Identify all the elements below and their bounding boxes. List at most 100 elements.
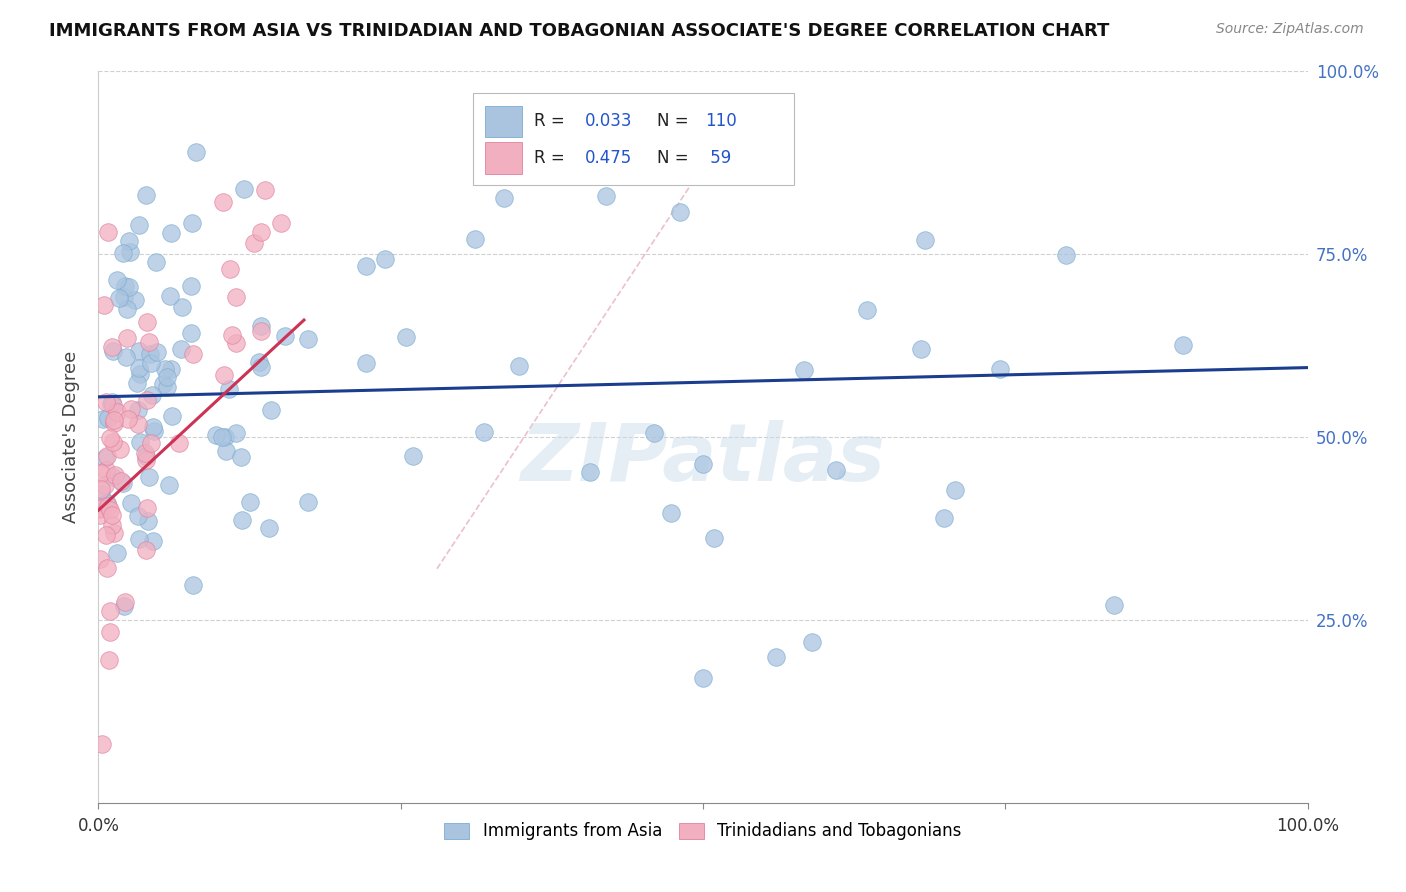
Point	[101, 517, 124, 532]
Point	[181, 216, 204, 230]
Point	[231, 513, 253, 527]
Point	[100, 397, 122, 411]
Point	[172, 300, 194, 314]
Point	[212, 195, 235, 210]
Point	[160, 226, 183, 240]
Point	[142, 534, 165, 549]
Point	[243, 235, 266, 250]
Point	[98, 653, 121, 667]
Point	[260, 403, 283, 417]
Point	[97, 225, 120, 239]
Point	[395, 329, 418, 343]
Point	[101, 398, 124, 412]
Point	[114, 595, 136, 609]
Point	[159, 362, 181, 376]
Point	[354, 259, 377, 273]
Point	[89, 508, 111, 522]
Point	[374, 252, 396, 266]
Point	[101, 435, 124, 450]
Point	[692, 672, 714, 686]
Point	[254, 183, 277, 197]
Point	[98, 432, 121, 446]
Point	[127, 402, 149, 417]
Text: 0.033: 0.033	[585, 112, 633, 130]
Point	[297, 495, 319, 509]
Point	[97, 499, 120, 513]
Point	[508, 359, 530, 373]
Point	[492, 191, 515, 205]
Point	[135, 187, 157, 202]
Point	[91, 412, 114, 426]
Point	[94, 463, 117, 477]
Point	[141, 355, 163, 369]
Point	[135, 450, 157, 464]
Point	[90, 482, 112, 496]
Point	[136, 393, 159, 408]
Point	[128, 361, 150, 376]
Point	[155, 362, 177, 376]
Point	[90, 466, 112, 480]
Text: 0.475: 0.475	[585, 149, 631, 167]
Point	[139, 347, 162, 361]
Point	[96, 496, 118, 510]
Point	[214, 430, 236, 444]
Point	[89, 552, 111, 566]
Point	[181, 347, 204, 361]
Point	[297, 333, 319, 347]
Text: Source: ZipAtlas.com: Source: ZipAtlas.com	[1216, 22, 1364, 37]
Point	[143, 424, 166, 438]
Point	[145, 255, 167, 269]
Point	[669, 204, 692, 219]
Point	[225, 425, 247, 440]
Text: 110: 110	[706, 112, 737, 130]
Point	[703, 531, 725, 545]
Y-axis label: Associate's Degree: Associate's Degree	[62, 351, 80, 524]
Point	[793, 363, 815, 377]
Point	[180, 326, 202, 341]
Point	[101, 470, 124, 484]
Point	[89, 501, 111, 516]
Point	[274, 329, 297, 343]
Point	[250, 226, 273, 240]
Point	[142, 420, 165, 434]
Point	[138, 334, 160, 349]
Point	[103, 416, 125, 430]
Point	[356, 356, 378, 370]
Point	[910, 342, 932, 356]
Point	[134, 445, 156, 459]
Point	[152, 377, 174, 392]
Point	[856, 302, 879, 317]
Point	[112, 290, 135, 304]
Text: ZIPatlas: ZIPatlas	[520, 420, 886, 498]
Point	[250, 318, 273, 333]
Point	[118, 234, 141, 248]
Point	[988, 361, 1011, 376]
Point	[96, 449, 118, 463]
Point	[643, 425, 665, 440]
Point	[170, 342, 193, 356]
Point	[98, 503, 121, 517]
Point	[259, 521, 281, 535]
Point	[233, 182, 256, 196]
Point	[118, 279, 141, 293]
Point	[141, 387, 163, 401]
Point	[205, 427, 228, 442]
Point	[472, 425, 495, 440]
Point	[595, 188, 617, 202]
Point	[914, 233, 936, 247]
Point	[103, 413, 125, 427]
Point	[93, 478, 115, 492]
Point	[211, 430, 233, 444]
Point	[138, 470, 160, 484]
Point	[156, 380, 179, 394]
Point	[128, 434, 150, 449]
Point	[579, 466, 602, 480]
Point	[91, 737, 114, 751]
Point	[135, 453, 157, 467]
Point	[105, 273, 128, 287]
Point	[218, 261, 240, 276]
Point	[120, 402, 142, 417]
Point	[111, 476, 134, 491]
FancyBboxPatch shape	[485, 143, 522, 174]
Point	[1102, 599, 1125, 613]
